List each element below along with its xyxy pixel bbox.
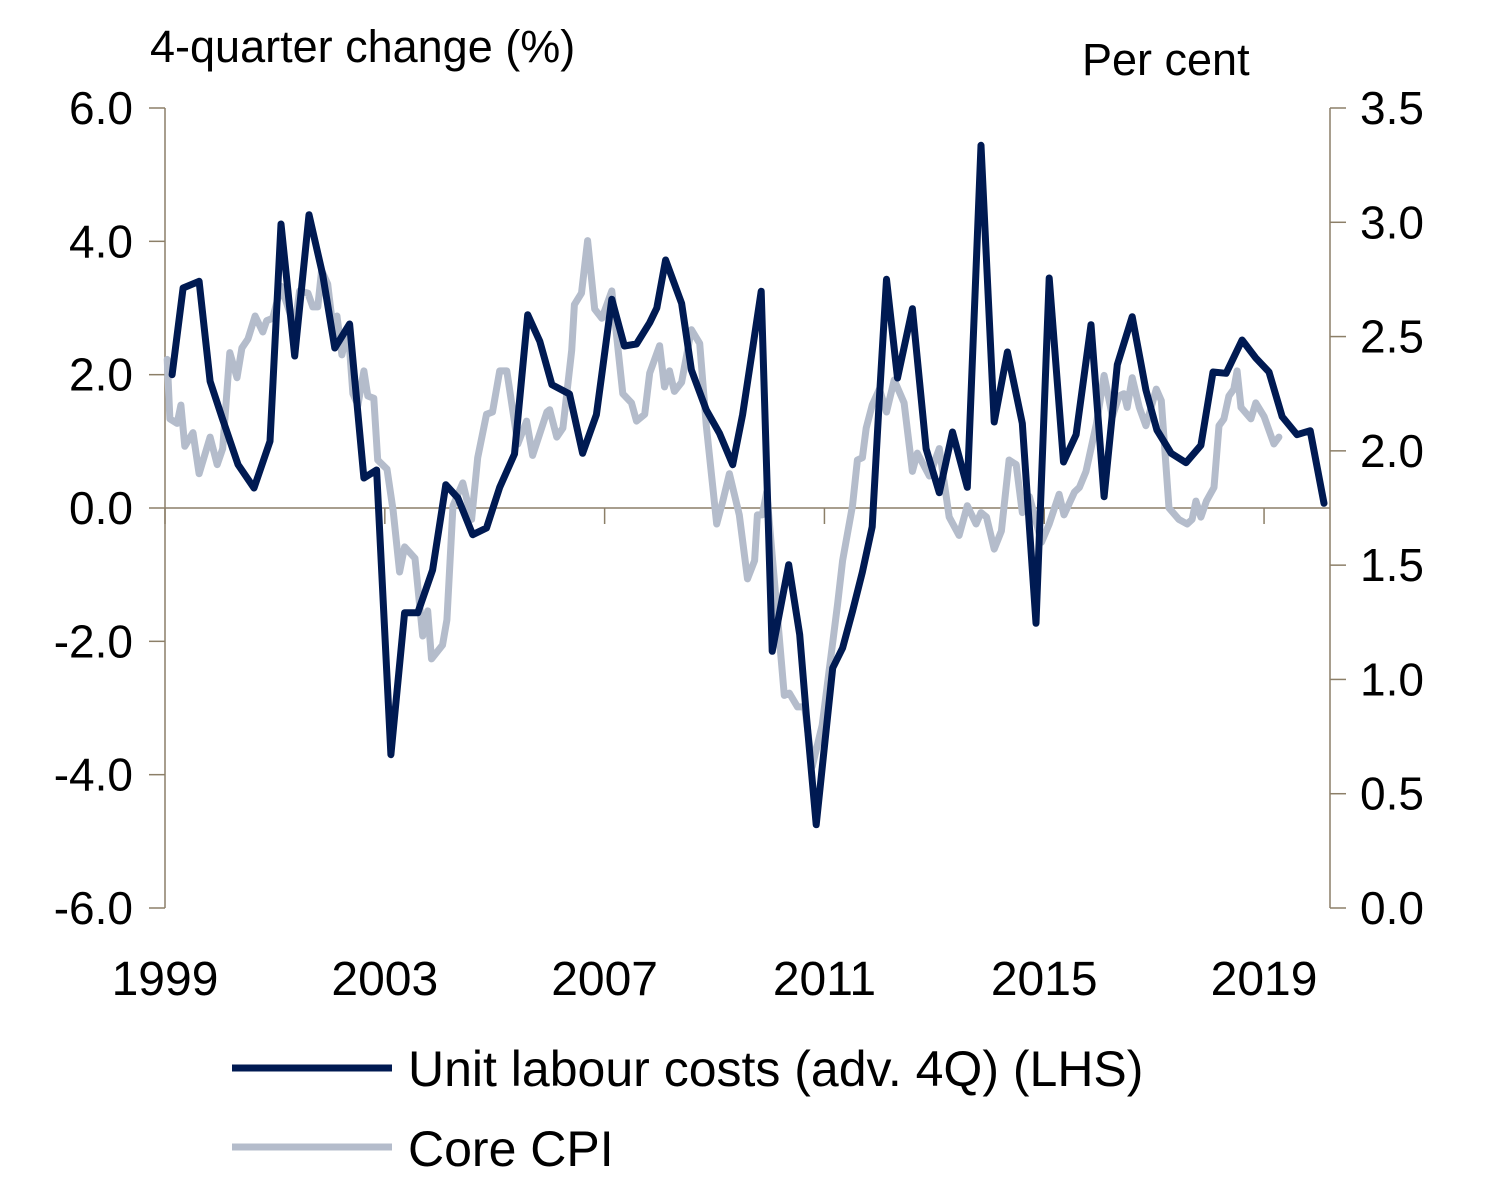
x-tick-label: 2015 <box>991 953 1098 1006</box>
left-tick-label: 2.0 <box>69 349 133 401</box>
x-tick-label: 2007 <box>551 953 658 1006</box>
series-lines <box>163 141 1328 829</box>
right-tick-label: 1.5 <box>1360 539 1424 591</box>
right-tick-label: 0.0 <box>1360 882 1424 934</box>
left-tick-label: -2.0 <box>54 615 133 667</box>
series-line-core-cpi <box>163 237 1283 770</box>
left-axis-title: 4-quarter change (%) <box>150 21 575 72</box>
left-tick-label: -6.0 <box>54 882 133 934</box>
left-tick-label: 4.0 <box>69 215 133 267</box>
left-tick-label: 6.0 <box>69 82 133 134</box>
legend-label-core-cpi: Core CPI <box>408 1121 614 1177</box>
left-tick-label: 0.0 <box>69 482 133 534</box>
x-tick-label: 2003 <box>331 953 438 1006</box>
x-tick-label: 1999 <box>112 953 219 1006</box>
right-tick-label: 3.5 <box>1360 82 1424 134</box>
axes: 6.0 4.0 2.0 0.0 -2.0 -4.0 -6.0 3.5 3.0 2.5 2.0 1.5 1… <box>54 82 1424 1006</box>
left-tick-label: -4.0 <box>54 749 133 801</box>
right-tick-label: 2.0 <box>1360 425 1424 477</box>
legend: Unit labour costs (adv. 4Q) (LHS) Core C… <box>232 1041 1143 1177</box>
x-tick-label: 2011 <box>773 953 876 1006</box>
legend-label-ulc: Unit labour costs (adv. 4Q) (LHS) <box>408 1041 1143 1097</box>
series-line-unit-labour-costs <box>168 141 1328 829</box>
x-tick-label: 2019 <box>1211 953 1318 1006</box>
right-tick-label: 0.5 <box>1360 768 1424 820</box>
right-tick-label: 3.0 <box>1360 196 1424 248</box>
right-tick-label: 2.5 <box>1360 311 1424 363</box>
right-tick-label: 1.0 <box>1360 653 1424 705</box>
right-axis-title: Per cent <box>1082 34 1250 85</box>
